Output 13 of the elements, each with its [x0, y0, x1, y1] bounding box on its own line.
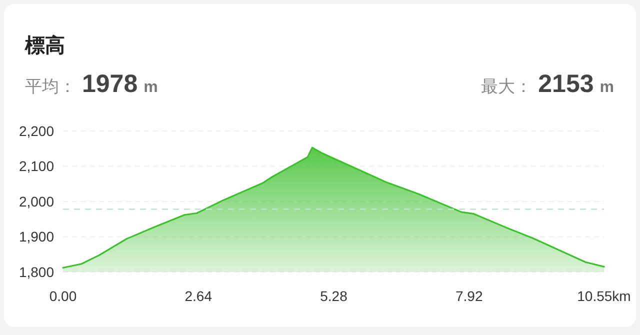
x-tick-label: 2.64 — [184, 288, 212, 304]
text: 最大： 2153 m — [481, 70, 614, 98]
x-tick-label: 10.55km — [577, 288, 631, 304]
text: 平均： 1978 m — [25, 70, 158, 98]
y-tick-label: 1,900 — [18, 228, 54, 245]
x-tick-label: 5.28 — [320, 288, 348, 304]
x-tick-label: 7.92 — [456, 288, 483, 304]
x-tick-label: 0.00 — [49, 288, 77, 304]
y-tick-label: 1,800 — [18, 264, 54, 280]
chart-title: 標高 — [24, 34, 65, 57]
y-tick-label: 2,000 — [18, 193, 54, 210]
y-tick-label: 2,100 — [18, 158, 54, 174]
y-tick-label: 2,200 — [18, 122, 54, 139]
